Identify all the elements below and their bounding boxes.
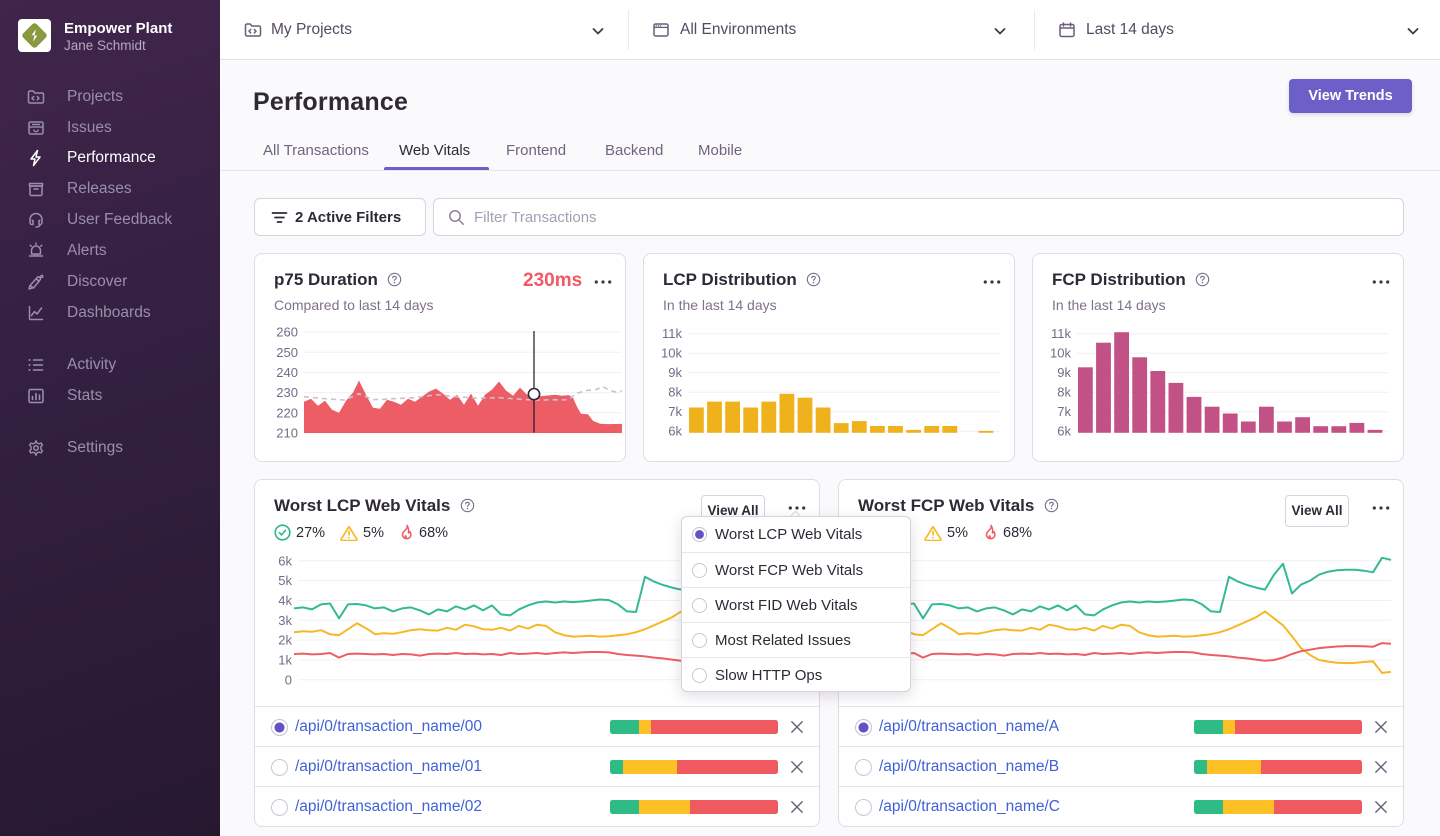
svg-text:250: 250 xyxy=(276,345,298,360)
svg-text:10k: 10k xyxy=(661,346,682,361)
svg-text:0: 0 xyxy=(285,672,292,687)
svg-text:1k: 1k xyxy=(278,652,292,667)
svg-text:9k: 9k xyxy=(1057,365,1071,380)
svg-text:210: 210 xyxy=(276,426,298,441)
svg-text:5k: 5k xyxy=(278,573,292,588)
svg-text:6k: 6k xyxy=(1057,424,1071,439)
svg-text:7k: 7k xyxy=(668,404,682,419)
svg-text:10k: 10k xyxy=(1050,346,1071,361)
svg-text:9k: 9k xyxy=(668,365,682,380)
svg-text:7k: 7k xyxy=(1057,404,1071,419)
svg-text:6k: 6k xyxy=(668,424,682,439)
svg-text:11k: 11k xyxy=(1051,326,1071,341)
svg-text:6k: 6k xyxy=(278,553,292,568)
svg-text:3k: 3k xyxy=(278,613,292,628)
svg-text:240: 240 xyxy=(276,365,298,380)
svg-text:11k: 11k xyxy=(662,326,682,341)
svg-text:2k: 2k xyxy=(278,633,292,648)
svg-text:220: 220 xyxy=(276,405,298,420)
svg-text:260: 260 xyxy=(276,325,298,340)
svg-text:230: 230 xyxy=(276,385,298,400)
svg-text:8k: 8k xyxy=(668,385,682,400)
svg-text:8k: 8k xyxy=(1057,385,1071,400)
svg-text:4k: 4k xyxy=(278,593,292,608)
